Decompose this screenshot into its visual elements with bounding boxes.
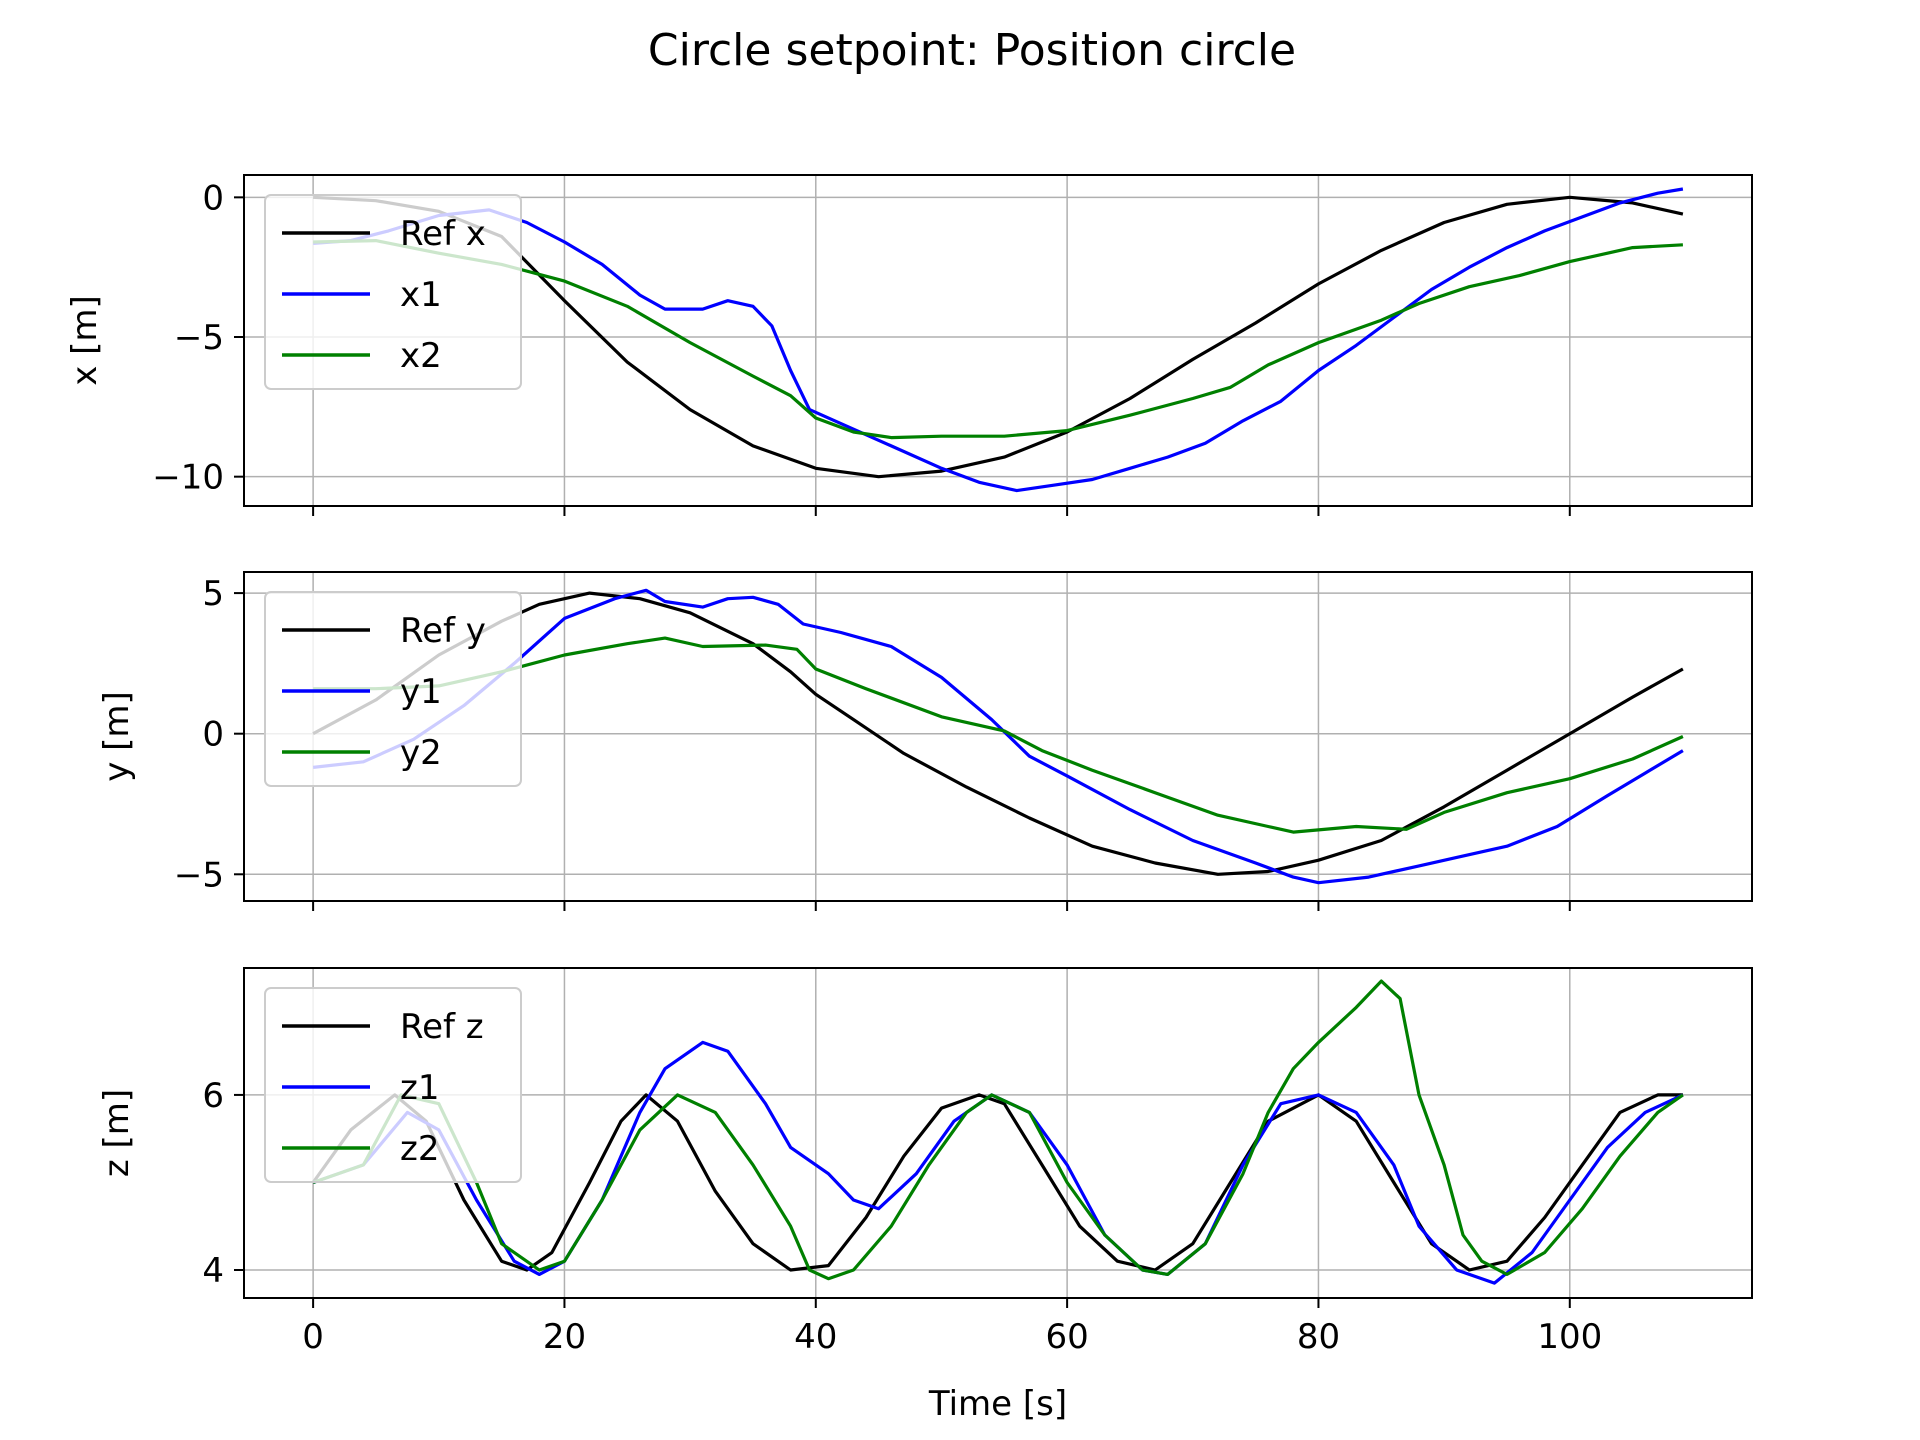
series-line-x2 [313, 239, 1683, 440]
x-tick-label: 60 [1045, 1317, 1088, 1357]
subplot-3: 0 20 40 60 80 100 6 4 z [m] Ref z z1 z2 [97, 967, 1753, 1357]
series-line-x1 [312, 187, 1684, 493]
legend-entry: Ref y [400, 611, 486, 651]
legend-box [264, 987, 522, 1183]
legend: Ref x x1 x2 [264, 194, 522, 390]
y-tick-label: −5 [174, 318, 224, 358]
legend-entry: z2 [400, 1129, 439, 1169]
legend: Ref y y1 y2 [264, 591, 522, 787]
x-tick-label: 0 [302, 1317, 324, 1357]
legend-entry: y1 [400, 672, 442, 712]
series-line-y2 [313, 636, 1684, 834]
x-tick-label: 100 [1537, 1317, 1602, 1357]
subplot-2: 5 0 −5 y [m] Ref y y1 y2 [97, 571, 1753, 911]
legend: Ref z z1 z2 [264, 987, 522, 1183]
y-tick-label: 5 [202, 574, 224, 614]
y-tick-label: −5 [174, 855, 224, 895]
legend-box [264, 591, 522, 787]
legend-entry: z1 [400, 1068, 439, 1108]
y-axis-label: x [m] [65, 295, 105, 386]
axes-frame [243, 967, 1753, 1299]
legend-entry: x1 [400, 275, 442, 315]
series-line-ref-x [313, 195, 1684, 479]
legend-box [264, 194, 522, 390]
y-tick-label: 0 [202, 178, 224, 218]
series-line-y1 [312, 588, 1684, 885]
axes-frame [243, 174, 1753, 507]
y-tick-label: −10 [152, 458, 224, 498]
legend-entry: x2 [400, 336, 442, 376]
y-axis-label: z [m] [97, 1089, 137, 1177]
series-line-ref-y [312, 591, 1684, 876]
series-line-z2 [312, 979, 1684, 1281]
y-axis-label: y [m] [97, 691, 137, 782]
legend-entry: Ref z [400, 1007, 484, 1047]
x-tick-label: 20 [543, 1317, 586, 1357]
x-tick-label: 80 [1297, 1317, 1340, 1357]
subplot-1: 0 −5 −10 x [m] Ref x x1 x2 [65, 174, 1753, 516]
chart-title: Circle setpoint: Position circle [648, 25, 1296, 76]
y-tick-label: 4 [202, 1251, 224, 1291]
legend-entry: y2 [400, 733, 442, 773]
subplots-group: 0 −5 −10 x [m] Ref x x1 x2 5 0 −5 y [m] Ref y y1 y2 0 2… [65, 174, 1753, 1357]
x-axis-label: Time [s] [928, 1384, 1067, 1424]
y-tick-label: 6 [202, 1076, 224, 1116]
y-tick-label: 0 [202, 715, 224, 755]
axes-frame [243, 571, 1753, 902]
x-tick-label: 40 [794, 1317, 837, 1357]
series-line-ref-z [311, 1093, 1683, 1272]
legend-entry: Ref x [400, 214, 486, 254]
